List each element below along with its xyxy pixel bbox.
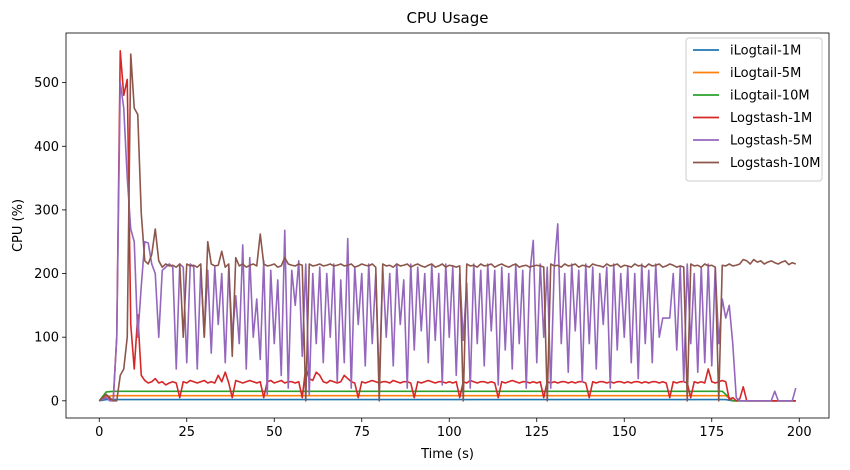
plot-area [98, 50, 797, 402]
x-tick-label: 50 [266, 425, 283, 440]
legend-label: Logstash-10M [730, 156, 821, 171]
legend-label: iLogtail-10M [730, 89, 810, 104]
series-line-logstash-10m [98, 53, 797, 402]
y-tick-label: 100 [34, 331, 59, 346]
x-tick-label: 25 [178, 425, 195, 440]
chart-title: CPU Usage [406, 9, 488, 27]
legend-label: Logstash-5M [730, 134, 812, 149]
series-line-ilogtail-1m [99, 398, 796, 402]
legend-label: iLogtail-5M [730, 66, 801, 81]
plot-frame [65, 32, 830, 419]
y-tick-label: 0 [51, 394, 59, 409]
x-tick-label: 75 [353, 425, 370, 440]
legend: iLogtail-1M iLogtail-5M iLogtail-10M Logsta… [685, 37, 823, 182]
y-axis-label: CPU (%) [11, 199, 26, 252]
legend-label: iLogtail-1M [730, 44, 801, 59]
x-axis-label: Time (s) [420, 447, 474, 462]
legend-label: Logstash-1M [730, 111, 812, 126]
y-tick-label: 400 [34, 140, 59, 155]
x-tick-label: 0 [95, 425, 103, 440]
x-tick-label: 100 [437, 425, 462, 440]
legend-box [685, 37, 823, 182]
x-tick-label: 150 [612, 425, 637, 440]
series-line-logstash-5m [98, 81, 797, 402]
y-tick-label: 300 [34, 203, 59, 218]
y-tick-label: 500 [34, 76, 59, 91]
x-tick-label: 175 [699, 425, 724, 440]
series-line-logstash-1m [98, 50, 796, 402]
x-tick-label: 200 [787, 425, 812, 440]
y-tick-label: 200 [34, 267, 59, 282]
axes: 0 25 50 75 100 125 150 175 200 0 100 200 300 400 500 [34, 76, 811, 440]
x-tick-label: 125 [524, 425, 549, 440]
